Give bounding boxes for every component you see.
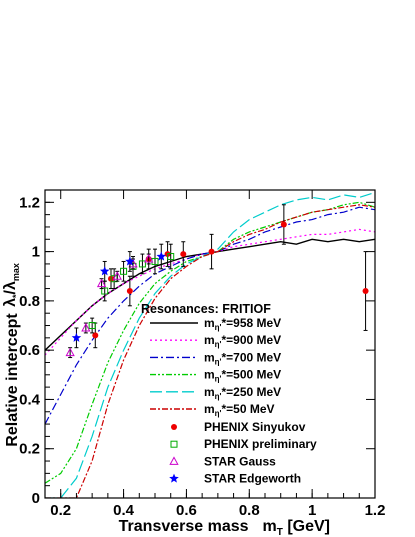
legend-label-1: mη'*=958 MeV (204, 316, 281, 332)
data-point-star (156, 251, 166, 261)
plot-frame (44, 189, 376, 499)
data-point-star (100, 266, 110, 276)
legend-marker-triangle-open (169, 456, 179, 465)
x-tick-label: 0.2 (50, 502, 71, 519)
data-point-circle (208, 248, 215, 255)
data-point-triangle-open (81, 322, 91, 332)
y-axis-ratio-label: λ*/λmax (2, 263, 21, 307)
data-point-star (125, 256, 135, 266)
data-point-triangle-open (144, 253, 154, 263)
data-point-triangle-open (96, 278, 107, 288)
data-point-square-open (167, 253, 175, 261)
y-tick-label: 1.2 (19, 194, 40, 211)
legend-label-6: mη'*=50 MeV (204, 402, 275, 418)
y-tick-label: 0.4 (19, 391, 41, 408)
y-tick-label: 0.2 (19, 441, 40, 458)
y-tick-label: 1 (32, 244, 40, 261)
x-axis-title: Transverse mass mT [GeV] (119, 518, 330, 537)
legend-label-4: mη'*=500 MeV (204, 368, 281, 384)
data-point-square-open (88, 322, 96, 330)
x-tick-label: 1 (308, 502, 316, 519)
x-tick-label: 0.6 (176, 502, 197, 519)
data-point-circle (92, 332, 99, 339)
x-tick-label: 1.2 (365, 502, 386, 519)
y-axis-title: Relative intercept (4, 313, 21, 447)
series-line-6 (45, 204, 375, 498)
data-point-triangle-open (65, 347, 75, 357)
data-point-circle (280, 221, 287, 228)
series-line-4 (45, 201, 375, 484)
x-tick-label: 0.4 (113, 502, 135, 519)
data-point-circle (362, 288, 369, 295)
data-point-circle (126, 288, 133, 295)
legend-label-3: mη'*=700 MeV (204, 350, 281, 366)
legend-title: Resonances: FRITIOF (141, 302, 271, 316)
data-point-square-open (101, 287, 109, 295)
x-tick-label: 0.8 (239, 502, 260, 519)
legend-label-2: mη'*=900 MeV (204, 333, 281, 349)
data-point-star (71, 332, 82, 342)
y-tick-label: 0.6 (19, 342, 40, 359)
legend-label-points-4: STAR Edgeworth (204, 472, 301, 486)
y-tick-label: 0 (32, 490, 40, 507)
data-point-square-open (138, 260, 146, 268)
legend-marker-square-open (170, 440, 178, 448)
axes: 0.2 0.4 0.6 0.8 1 1.2 0 0.2 0.4 0.6 0.8 1 1.2 (19, 189, 386, 519)
data-points (65, 204, 369, 359)
legend-label-points-3: STAR Gauss (204, 454, 276, 468)
legend-label-points-1: PHENIX Sinyukov (204, 420, 306, 434)
legend: Resonances: FRITIOF mη'*=958 MeVmη'*=900… (141, 302, 317, 486)
data-point-circle (180, 251, 187, 258)
legend-marker-circle (171, 424, 177, 430)
series-line-2 (45, 228, 375, 356)
legend-label-points-2: PHENIX preliminary (204, 437, 317, 451)
data-point-triangle-open (112, 271, 122, 280)
legend-label-5: mη'*=250 MeV (204, 385, 281, 401)
y-tick-label: 0.8 (19, 293, 40, 310)
data-point-square-open (120, 267, 128, 275)
legend-marker-star (169, 473, 179, 483)
